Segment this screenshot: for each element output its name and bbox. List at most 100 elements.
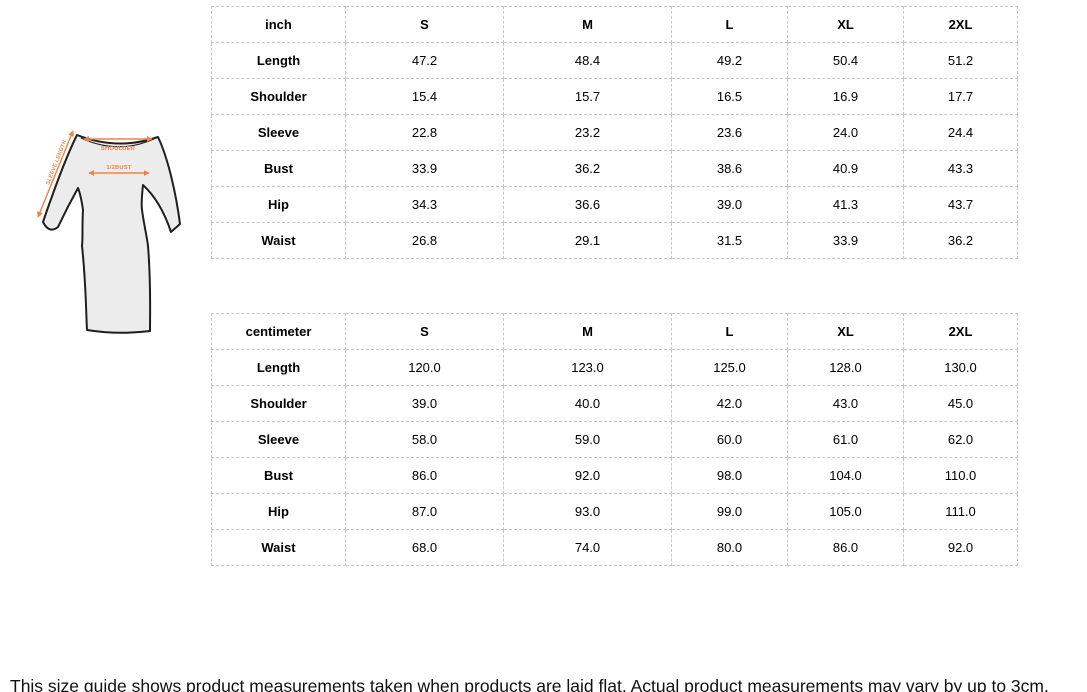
measurement-row: Waist 68.0 74.0 80.0 86.0 92.0	[211, 529, 1018, 566]
size-header-cell: M	[503, 313, 672, 350]
measurement-label-cell: Shoulder	[211, 385, 346, 422]
measurement-value-cell: 47.2	[345, 42, 504, 79]
measurement-value-cell: 59.0	[503, 421, 672, 458]
size-header-cell: S	[345, 313, 504, 350]
sleeve-length-arrow-icon	[37, 130, 74, 218]
inch-size-table-section: inch S M L XL 2XL Length 47.2 48.4 49.2 50.4 51.2 Sh…	[211, 6, 1018, 259]
measurement-label-cell: Length	[211, 42, 346, 79]
measurement-label-cell: Waist	[211, 222, 346, 259]
measurement-value-cell: 87.0	[345, 493, 504, 530]
measurement-row: Length 120.0 123.0 125.0 128.0 130.0	[211, 349, 1018, 386]
measurement-row: Bust 86.0 92.0 98.0 104.0 110.0	[211, 457, 1018, 494]
measurement-row: Shoulder 39.0 40.0 42.0 43.0 45.0	[211, 385, 1018, 422]
measurement-value-cell: 80.0	[671, 529, 788, 566]
half-bust-label: 1/2BUST	[106, 165, 131, 171]
measurement-value-cell: 31.5	[671, 222, 788, 259]
size-header-cell: M	[503, 6, 672, 43]
measurement-row: Hip 87.0 93.0 99.0 105.0 111.0	[211, 493, 1018, 530]
size-header-cell: 2XL	[903, 313, 1018, 350]
measurement-value-cell: 36.6	[503, 186, 672, 223]
measurement-value-cell: 61.0	[787, 421, 904, 458]
measurement-value-cell: 98.0	[671, 457, 788, 494]
measurement-row: Sleeve 58.0 59.0 60.0 61.0 62.0	[211, 421, 1018, 458]
dress-diagram: SHOULDER 1/2BUST SLEEVE LENGTH	[37, 130, 181, 334]
measurement-row: Shoulder 15.4 15.7 16.5 16.9 17.7	[211, 78, 1018, 115]
measurement-value-cell: 99.0	[671, 493, 788, 530]
measurement-value-cell: 40.9	[787, 150, 904, 187]
unit-header-cell: centimeter	[211, 313, 346, 350]
measurement-value-cell: 92.0	[903, 529, 1018, 566]
measurement-label-cell: Sleeve	[211, 421, 346, 458]
measurement-label-cell: Shoulder	[211, 78, 346, 115]
shoulder-label: SHOULDER	[101, 146, 136, 152]
measurement-value-cell: 16.9	[787, 78, 904, 115]
measurement-label-cell: Waist	[211, 529, 346, 566]
inch-size-table: inch S M L XL 2XL Length 47.2 48.4 49.2 50.4 51.2 Sh…	[211, 6, 1018, 259]
measurement-value-cell: 22.8	[345, 114, 504, 151]
measurement-value-cell: 29.1	[503, 222, 672, 259]
measurement-value-cell: 36.2	[903, 222, 1018, 259]
measurement-value-cell: 39.0	[345, 385, 504, 422]
measurement-value-cell: 86.0	[345, 457, 504, 494]
measurement-value-cell: 128.0	[787, 349, 904, 386]
measurement-value-cell: 24.4	[903, 114, 1018, 151]
measurement-value-cell: 111.0	[903, 493, 1018, 530]
size-guide-note: This size guide shows product measuremen…	[10, 675, 1049, 692]
measurement-row: Sleeve 22.8 23.2 23.6 24.0 24.4	[211, 114, 1018, 151]
measurement-value-cell: 58.0	[345, 421, 504, 458]
measurement-value-cell: 16.5	[671, 78, 788, 115]
measurement-value-cell: 33.9	[345, 150, 504, 187]
measurement-value-cell: 33.9	[787, 222, 904, 259]
size-header-row: inch S M L XL 2XL	[211, 6, 1018, 43]
measurement-value-cell: 23.2	[503, 114, 672, 151]
measurement-value-cell: 50.4	[787, 42, 904, 79]
centimeter-size-table-section: centimeter S M L XL 2XL Length 120.0 123.0 125.0 1…	[211, 313, 1018, 566]
measurement-value-cell: 68.0	[345, 529, 504, 566]
measurement-value-cell: 40.0	[503, 385, 672, 422]
size-header-cell: S	[345, 6, 504, 43]
size-header-cell: 2XL	[903, 6, 1018, 43]
measurement-value-cell: 41.3	[787, 186, 904, 223]
measurement-row: Bust 33.9 36.2 38.6 40.9 43.3	[211, 150, 1018, 187]
measurement-value-cell: 74.0	[503, 529, 672, 566]
measurement-value-cell: 130.0	[903, 349, 1018, 386]
size-header-cell: XL	[787, 6, 904, 43]
measurement-value-cell: 110.0	[903, 457, 1018, 494]
measurement-value-cell: 123.0	[503, 349, 672, 386]
measurement-value-cell: 38.6	[671, 150, 788, 187]
measurement-row: Length 47.2 48.4 49.2 50.4 51.2	[211, 42, 1018, 79]
measurement-value-cell: 26.8	[345, 222, 504, 259]
size-header-cell: L	[671, 313, 788, 350]
measurement-value-cell: 36.2	[503, 150, 672, 187]
measurement-value-cell: 42.0	[671, 385, 788, 422]
measurement-label-cell: Length	[211, 349, 346, 386]
measurement-value-cell: 120.0	[345, 349, 504, 386]
measurement-value-cell: 15.4	[345, 78, 504, 115]
measurement-value-cell: 43.3	[903, 150, 1018, 187]
size-header-cell: L	[671, 6, 788, 43]
measurement-label-cell: Sleeve	[211, 114, 346, 151]
measurement-label-cell: Bust	[211, 150, 346, 187]
measurement-value-cell: 51.2	[903, 42, 1018, 79]
measurement-value-cell: 60.0	[671, 421, 788, 458]
measurement-value-cell: 48.4	[503, 42, 672, 79]
measurement-value-cell: 86.0	[787, 529, 904, 566]
measurement-label-cell: Bust	[211, 457, 346, 494]
measurement-value-cell: 43.0	[787, 385, 904, 422]
measurement-value-cell: 43.7	[903, 186, 1018, 223]
measurement-value-cell: 92.0	[503, 457, 672, 494]
centimeter-size-table: centimeter S M L XL 2XL Length 120.0 123.0 125.0 1…	[211, 313, 1018, 566]
measurement-row: Hip 34.3 36.6 39.0 41.3 43.7	[211, 186, 1018, 223]
measurement-value-cell: 105.0	[787, 493, 904, 530]
measurement-value-cell: 34.3	[345, 186, 504, 223]
measurement-value-cell: 23.6	[671, 114, 788, 151]
size-header-cell: XL	[787, 313, 904, 350]
measurement-value-cell: 39.0	[671, 186, 788, 223]
unit-header-cell: inch	[211, 6, 346, 43]
measurement-value-cell: 45.0	[903, 385, 1018, 422]
measurement-value-cell: 93.0	[503, 493, 672, 530]
measurement-label-cell: Hip	[211, 186, 346, 223]
measurement-label-cell: Hip	[211, 493, 346, 530]
measurement-value-cell: 62.0	[903, 421, 1018, 458]
measurement-value-cell: 24.0	[787, 114, 904, 151]
